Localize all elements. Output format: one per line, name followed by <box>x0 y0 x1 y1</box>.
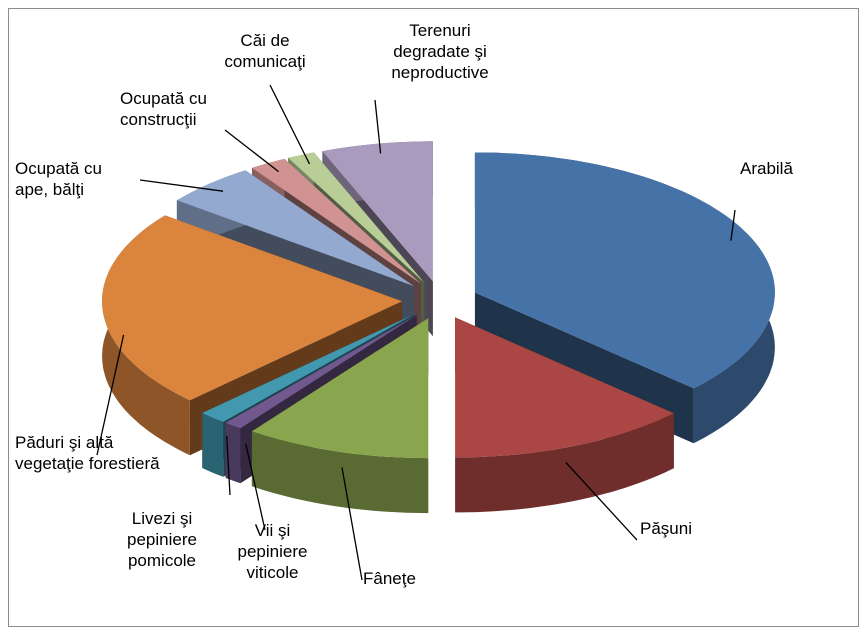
leader-line <box>96 334 125 456</box>
leader-line <box>139 179 224 192</box>
leader-line <box>226 435 231 496</box>
slice-label: Păşuni <box>640 519 692 538</box>
slice <box>288 152 425 283</box>
slice-wall <box>202 413 224 477</box>
leader-line <box>730 209 736 241</box>
leader-line <box>224 129 279 173</box>
slice <box>102 215 403 401</box>
slice <box>202 314 415 422</box>
slice <box>474 152 775 389</box>
leader-line <box>341 467 363 581</box>
leader-line <box>374 99 382 154</box>
slice <box>455 317 674 458</box>
slice-label: Căi de comunicaţi <box>224 31 306 71</box>
slice-wall <box>455 413 674 513</box>
leader-line <box>269 84 311 165</box>
slice-label: Ocupată cu ape, bălţi <box>15 159 102 199</box>
slice <box>252 158 421 284</box>
slice-label: Arabilă <box>740 159 793 178</box>
slice <box>251 318 429 459</box>
slice-label: Ocupată cu construcţii <box>120 89 207 129</box>
leader-line <box>245 443 266 531</box>
slice-label: Livezi şi pepiniere pomicole <box>127 509 197 570</box>
slice-label: Vii şi pepiniere viticole <box>237 521 308 582</box>
slice-wall <box>251 431 429 514</box>
slice-label: Terenuri degradate şi neproductive <box>391 21 489 82</box>
slice <box>225 315 417 429</box>
slice <box>322 141 433 282</box>
slice-wall <box>225 422 241 484</box>
slice-label: Păduri şi altă vegetaţie forestieră <box>15 433 160 473</box>
slice-label: Fâneţe <box>363 569 416 588</box>
leader-line <box>565 462 638 541</box>
slice <box>176 170 414 287</box>
